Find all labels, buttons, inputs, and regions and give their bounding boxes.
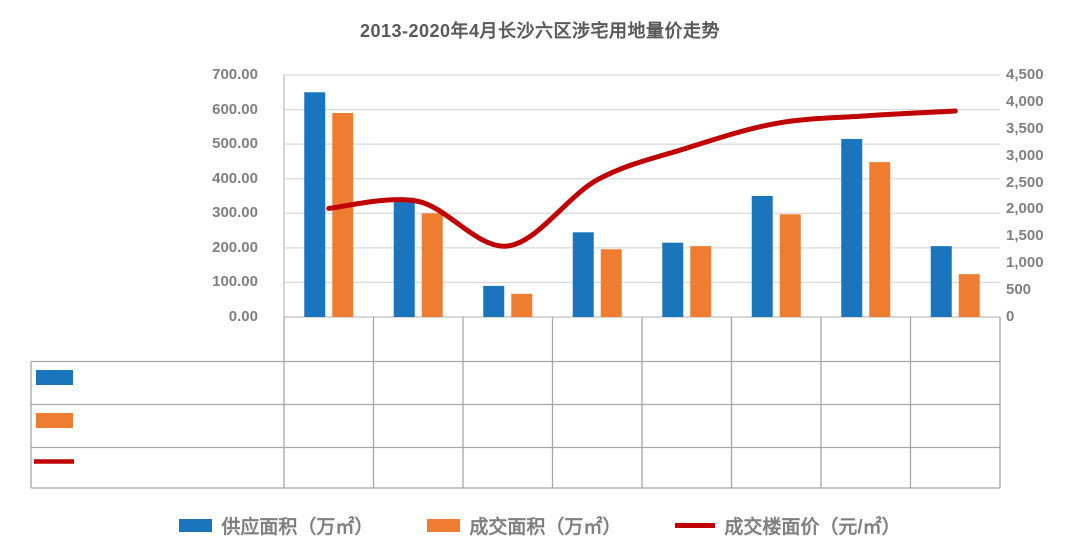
transaction-bar-2014 [421,213,443,317]
supply-bar-2013 [304,92,326,318]
supply-bar-2020 [930,246,952,317]
left-axis-tick-label: 100.00 [212,273,258,291]
left-axis-tick-label: 700.00 [212,66,258,83]
legend-item-price: 成交楼面价（元/㎡） [675,512,901,539]
right-axis-tick-label: 0 [1006,308,1015,325]
right-axis-tick-label: 4,500 [1006,66,1044,83]
left-axis-tick-label: 400.00 [212,169,258,187]
price-line-series [326,108,958,249]
legend-swatch-supply [179,519,213,532]
transaction-bar-2015 [511,293,533,317]
supply-bar-2018 [751,196,773,317]
legend-label-price: 成交楼面价（元/㎡） [724,517,901,538]
table-swatch-supply [36,370,73,385]
right-axis-tick-label: 2,000 [1006,200,1044,218]
transaction-bar-2020 [958,274,980,317]
chart-legend: 供应面积（万㎡） 成交面积（万㎡） 成交楼面价（元/㎡） [0,512,1080,539]
transaction-bar-2017 [690,246,712,317]
left-axis-tick-label: 500.00 [212,135,258,153]
supply-bar-2016 [572,232,594,317]
legend-item-transaction: 成交面积（万㎡） [427,512,621,539]
right-axis-tick-label: 1,500 [1006,227,1044,245]
legend-label-supply: 供应面积（万㎡） [221,517,374,538]
legend-swatch-transaction [427,519,461,532]
chart-title: 2013-2020年4月长沙六区涉宅用地量价走势 [359,21,721,41]
supply-bar-2019 [841,138,863,317]
legend-item-supply: 供应面积（万㎡） [179,512,373,539]
transaction-bar-2019 [869,162,891,317]
table-swatch-transaction [36,413,73,428]
legend-swatch-price-line [675,523,716,528]
transaction-bar-2016 [600,249,622,317]
supply-bar-2014 [393,197,415,317]
supply-bar-2017 [662,242,684,317]
left-axis-tick-label: 600.00 [212,100,258,118]
legend-label-transaction: 成交面积（万㎡） [469,517,622,538]
transaction-bar-2013 [332,113,354,318]
right-axis-tick-label: 2,500 [1006,173,1044,191]
right-axis-tick-label: 3,500 [1006,119,1044,137]
left-axis-tick-label: 0.00 [228,308,258,325]
right-axis-tick-label: 4,000 [1006,92,1044,110]
left-axis-tick-label: 300.00 [212,204,258,222]
transaction-bar-2018 [779,214,801,317]
right-axis-tick-label: 1,000 [1006,254,1044,272]
supply-bar-2015 [483,285,505,317]
left-axis-tick-label: 200.00 [212,238,258,256]
right-axis-tick-label: 3,000 [1006,146,1044,164]
right-axis-tick-label: 500 [1006,281,1032,299]
